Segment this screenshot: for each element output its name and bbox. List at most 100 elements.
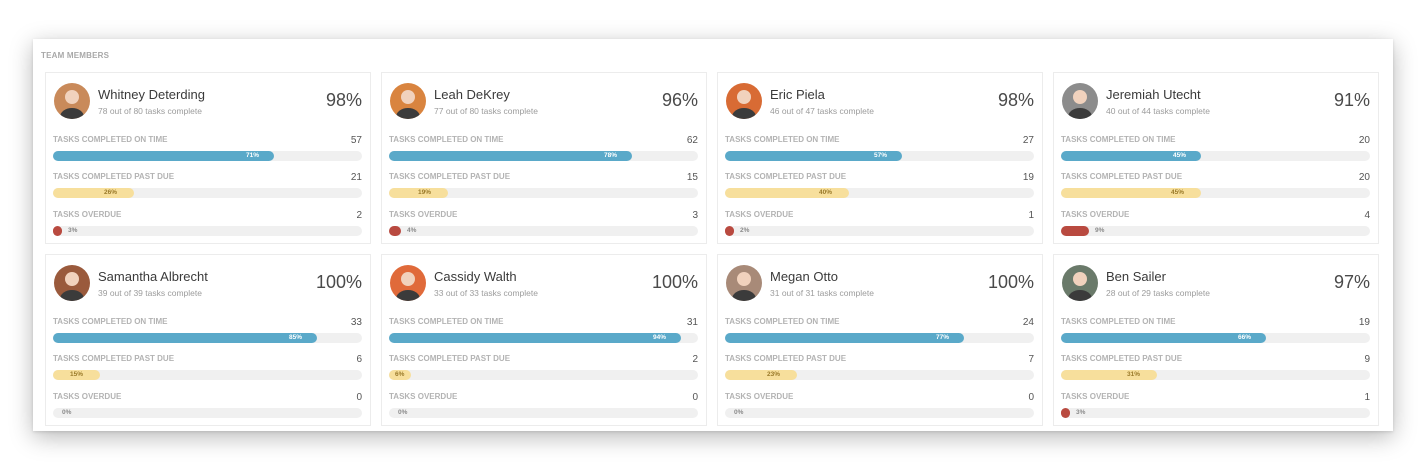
progress-track: 85% <box>53 333 362 343</box>
member-card[interactable]: Samantha Albrecht 39 out of 39 tasks com… <box>45 254 371 426</box>
metric-label: TASKS COMPLETED PAST DUE <box>389 354 511 363</box>
metric-label: TASKS OVERDUE <box>1061 392 1130 401</box>
progress-percent-label: 0% <box>398 409 408 416</box>
metric-count: 15 <box>686 172 698 183</box>
avatar[interactable] <box>390 265 426 301</box>
progress-percent-label: 4% <box>407 227 417 234</box>
metric-label: TASKS COMPLETED PAST DUE <box>1061 172 1183 181</box>
metric-label: TASKS COMPLETED ON TIME <box>53 135 168 144</box>
member-name[interactable]: Cassidy Walth <box>434 269 517 284</box>
progress-percent-label: 45% <box>1171 189 1185 196</box>
metric-on-time: TASKS COMPLETED ON TIME 33 85% <box>53 317 362 347</box>
progress-percent-label: 0% <box>734 409 744 416</box>
avatar[interactable] <box>1062 265 1098 301</box>
metric-count: 19 <box>1022 172 1034 183</box>
avatar[interactable] <box>390 83 426 119</box>
metric-past-due: TASKS COMPLETED PAST DUE 19 40% <box>725 172 1034 202</box>
metric-label: TASKS COMPLETED PAST DUE <box>389 172 511 181</box>
tasks-complete-summary: 28 out of 29 tasks complete <box>1106 288 1210 298</box>
progress-track: 31% <box>1061 370 1370 380</box>
member-name[interactable]: Whitney Deterding <box>98 87 205 102</box>
member-card[interactable]: Whitney Deterding 78 out of 80 tasks com… <box>45 72 371 244</box>
progress-percent-label: 9% <box>1095 227 1105 234</box>
metric-count: 7 <box>1028 354 1034 365</box>
metric-on-time: TASKS COMPLETED ON TIME 20 45% <box>1061 135 1370 165</box>
avatar[interactable] <box>726 83 762 119</box>
member-name[interactable]: Samantha Albrecht <box>98 269 208 284</box>
avatar[interactable] <box>54 265 90 301</box>
metric-label: TASKS OVERDUE <box>389 210 458 219</box>
metric-on-time: TASKS COMPLETED ON TIME 57 71% <box>53 135 362 165</box>
member-card[interactable]: Ben Sailer 28 out of 29 tasks complete 9… <box>1053 254 1379 426</box>
metric-label: TASKS COMPLETED ON TIME <box>53 317 168 326</box>
metric-label: TASKS OVERDUE <box>389 392 458 401</box>
metric-count: 4 <box>1364 210 1370 221</box>
member-name[interactable]: Jeremiah Utecht <box>1106 87 1201 102</box>
metric-count: 0 <box>356 392 362 403</box>
avatar[interactable] <box>54 83 90 119</box>
metric-count: 27 <box>1022 135 1034 146</box>
progress-percent-label: 26% <box>104 189 118 196</box>
overall-completion-percent: 98% <box>325 90 362 110</box>
avatar[interactable] <box>1062 83 1098 119</box>
progress-track: 71% <box>53 151 362 161</box>
metric-overdue: TASKS OVERDUE 1 3% <box>1061 392 1370 422</box>
overall-completion-percent: 100% <box>651 272 698 292</box>
tasks-complete-summary: 33 out of 33 tasks complete <box>434 288 538 298</box>
progress-fill <box>1061 151 1201 161</box>
progress-percent-label: 3% <box>68 227 78 234</box>
member-card[interactable]: Eric Piela 46 out of 47 tasks complete 9… <box>717 72 1043 244</box>
progress-percent-label: 57% <box>874 152 888 159</box>
member-name[interactable]: Megan Otto <box>770 269 838 284</box>
progress-fill <box>53 226 62 236</box>
progress-track: 45% <box>1061 151 1370 161</box>
metric-count: 2 <box>692 354 698 365</box>
progress-fill <box>725 151 902 161</box>
progress-track: 19% <box>389 188 698 198</box>
member-card[interactable]: Jeremiah Utecht 40 out of 44 tasks compl… <box>1053 72 1379 244</box>
panel-title: TEAM MEMBERS <box>41 51 110 60</box>
metric-label: TASKS COMPLETED PAST DUE <box>53 172 175 181</box>
progress-percent-label: 23% <box>767 371 781 378</box>
metric-label: TASKS OVERDUE <box>53 392 122 401</box>
metric-past-due: TASKS COMPLETED PAST DUE 15 19% <box>389 172 698 202</box>
tasks-complete-summary: 40 out of 44 tasks complete <box>1106 106 1210 116</box>
metric-past-due: TASKS COMPLETED PAST DUE 2 6% <box>389 354 698 384</box>
metric-label: TASKS OVERDUE <box>53 210 122 219</box>
overall-completion-percent: 97% <box>1333 272 1370 292</box>
metric-count: 1 <box>1028 210 1034 221</box>
member-card[interactable]: Cassidy Walth 33 out of 33 tasks complet… <box>381 254 707 426</box>
member-name[interactable]: Ben Sailer <box>1106 269 1166 284</box>
progress-track: 78% <box>389 151 698 161</box>
metric-count: 24 <box>1022 317 1034 328</box>
progress-track: 2% <box>725 226 1034 236</box>
progress-track: 94% <box>389 333 698 343</box>
member-card[interactable]: Leah DeKrey 77 out of 80 tasks complete … <box>381 72 707 244</box>
metric-past-due: TASKS COMPLETED PAST DUE 20 45% <box>1061 172 1370 202</box>
progress-fill <box>389 370 411 380</box>
progress-fill <box>389 226 401 236</box>
progress-fill <box>1061 188 1201 198</box>
tasks-complete-summary: 77 out of 80 tasks complete <box>434 106 538 116</box>
metric-on-time: TASKS COMPLETED ON TIME 24 77% <box>725 317 1034 347</box>
metric-overdue: TASKS OVERDUE 2 3% <box>53 210 362 240</box>
metric-count: 31 <box>686 317 698 328</box>
progress-percent-label: 45% <box>1173 152 1187 159</box>
overall-completion-percent: 100% <box>987 272 1034 292</box>
progress-track: 45% <box>1061 188 1370 198</box>
metric-count: 6 <box>356 354 362 365</box>
progress-track: 26% <box>53 188 362 198</box>
progress-percent-label: 78% <box>604 152 618 159</box>
member-name[interactable]: Eric Piela <box>770 87 825 102</box>
metric-label: TASKS COMPLETED ON TIME <box>1061 317 1176 326</box>
progress-track: 15% <box>53 370 362 380</box>
progress-fill <box>53 151 274 161</box>
avatar[interactable] <box>726 265 762 301</box>
progress-percent-label: 94% <box>653 334 667 341</box>
progress-track: 0% <box>53 408 362 418</box>
metric-count: 9 <box>1364 354 1370 365</box>
member-name[interactable]: Leah DeKrey <box>434 87 510 102</box>
progress-percent-label: 77% <box>936 334 950 341</box>
metric-overdue: TASKS OVERDUE 1 2% <box>725 210 1034 240</box>
member-card[interactable]: Megan Otto 31 out of 31 tasks complete 1… <box>717 254 1043 426</box>
